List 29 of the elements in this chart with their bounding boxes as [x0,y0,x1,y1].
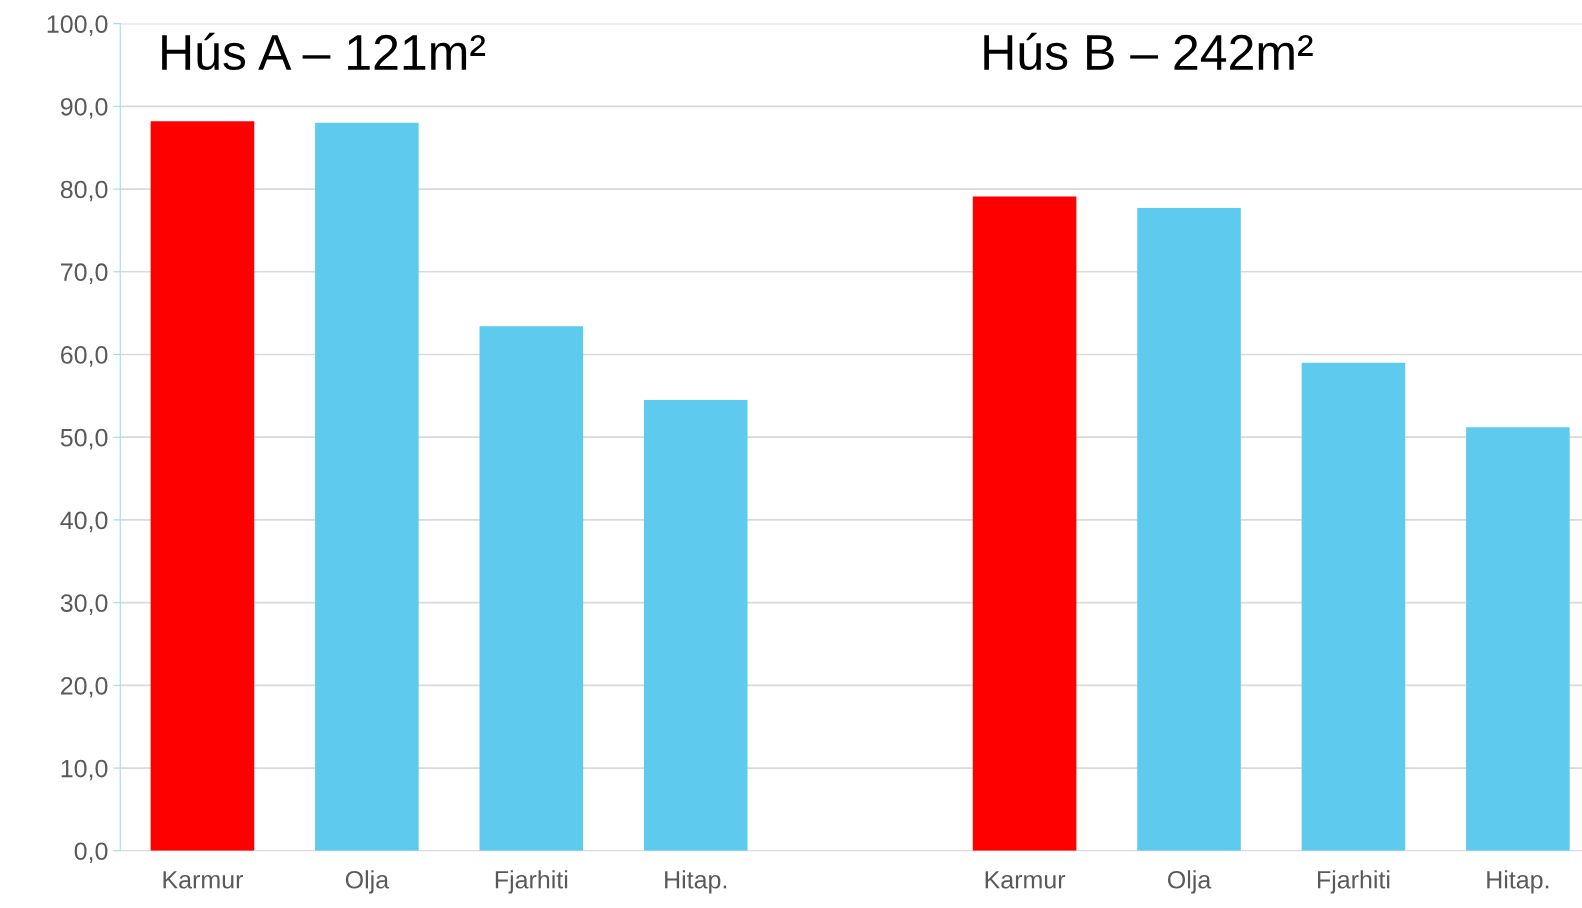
annotation: Hús A – 121m² [162,32,486,71]
bar [315,122,419,851]
y-tick-label: 40,0 [60,511,108,533]
y-tick-label: 100,0 [47,15,108,36]
x-tick-label: Hitap. [665,870,727,894]
x-tick-label: Fjarhiti [1317,870,1390,894]
y-tick-label: 90,0 [60,97,108,119]
bar [972,196,1077,851]
x-tick-label: Hitap. [1487,870,1549,894]
bar [1137,208,1241,851]
x-tick-label: Olja [1167,870,1212,894]
x-tick-label: Olja [345,870,390,894]
bar [150,121,255,851]
annotation: Hús B – 242m² [984,32,1313,71]
x-tick-label: Fjarhiti [495,870,568,894]
y-tick-label: 20,0 [61,676,108,698]
y-tick-label: 60,0 [61,346,108,367]
x-tick-label: Karmur [163,871,244,889]
y-tick-label: 0,0 [74,842,108,864]
bar [643,399,748,851]
bar [1301,362,1406,851]
y-tick-label: 70,0 [61,263,108,285]
y-tick-label: 30,0 [60,594,108,615]
x-tick-label: Karmur [985,871,1066,889]
y-tick-label: 10,0 [61,759,108,781]
y-tick-label: 80,0 [60,180,108,202]
bar [1466,427,1570,851]
y-tick-label: 50,0 [60,428,108,450]
bar [479,326,584,851]
